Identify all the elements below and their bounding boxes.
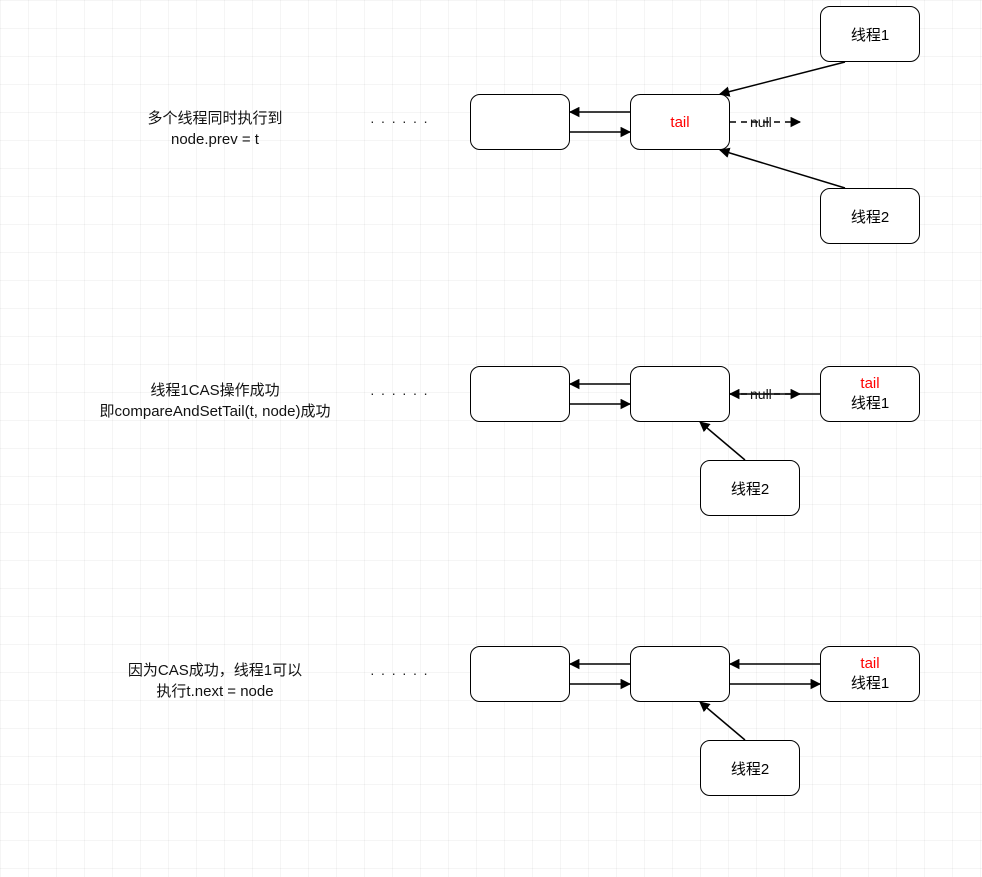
edge-s2-th2 bbox=[700, 422, 745, 460]
thread1-label: 线程1 bbox=[851, 24, 889, 45]
thread2-label: 线程2 bbox=[731, 758, 769, 779]
tail-label: tail bbox=[860, 655, 879, 672]
edge-s1-th1 bbox=[720, 62, 845, 94]
caption-section-3: 因为CAS成功，线程1可以 执行t.next = node bbox=[85, 660, 345, 702]
s3-node-thread2: 线程2 bbox=[700, 740, 800, 796]
thread2-label: 线程2 bbox=[851, 206, 889, 227]
caption-s1-line1: 多个线程同时执行到 bbox=[85, 108, 345, 129]
ellipsis-s1: ······ bbox=[370, 113, 434, 129]
caption-section-1: 多个线程同时执行到 node.prev = t bbox=[85, 108, 345, 150]
s1-node-thread2: 线程2 bbox=[820, 188, 920, 244]
s2-node-tail: tail 线程1 bbox=[820, 366, 920, 422]
s3-node-a bbox=[470, 646, 570, 702]
thread1-label: 线程1 bbox=[851, 672, 889, 693]
ellipsis-s3: ······ bbox=[370, 665, 434, 681]
caption-s2-line2: 即compareAndSetTail(t, node)成功 bbox=[85, 401, 345, 422]
s3-node-b bbox=[630, 646, 730, 702]
s2-null-label: null bbox=[750, 386, 772, 402]
tail-label: tail bbox=[670, 114, 689, 131]
s1-node-a bbox=[470, 94, 570, 150]
caption-s1-line2: node.prev = t bbox=[85, 129, 345, 150]
s1-node-thread1: 线程1 bbox=[820, 6, 920, 62]
s2-node-b bbox=[630, 366, 730, 422]
caption-s2-line1: 线程1CAS操作成功 bbox=[85, 380, 345, 401]
caption-s3-line2: 执行t.next = node bbox=[85, 681, 345, 702]
thread1-label: 线程1 bbox=[851, 392, 889, 413]
s1-node-tail: tail bbox=[630, 94, 730, 150]
s2-node-thread2: 线程2 bbox=[700, 460, 800, 516]
tail-label: tail bbox=[860, 375, 879, 392]
thread2-label: 线程2 bbox=[731, 478, 769, 499]
ellipsis-s2: ······ bbox=[370, 385, 434, 401]
edge-s1-th2 bbox=[720, 150, 845, 188]
caption-s3-line1: 因为CAS成功，线程1可以 bbox=[85, 660, 345, 681]
edge-s3-th2 bbox=[700, 702, 745, 740]
caption-section-2: 线程1CAS操作成功 即compareAndSetTail(t, node)成功 bbox=[85, 380, 345, 422]
s2-node-a bbox=[470, 366, 570, 422]
s1-null-label: null bbox=[750, 114, 772, 130]
s3-node-tail: tail 线程1 bbox=[820, 646, 920, 702]
